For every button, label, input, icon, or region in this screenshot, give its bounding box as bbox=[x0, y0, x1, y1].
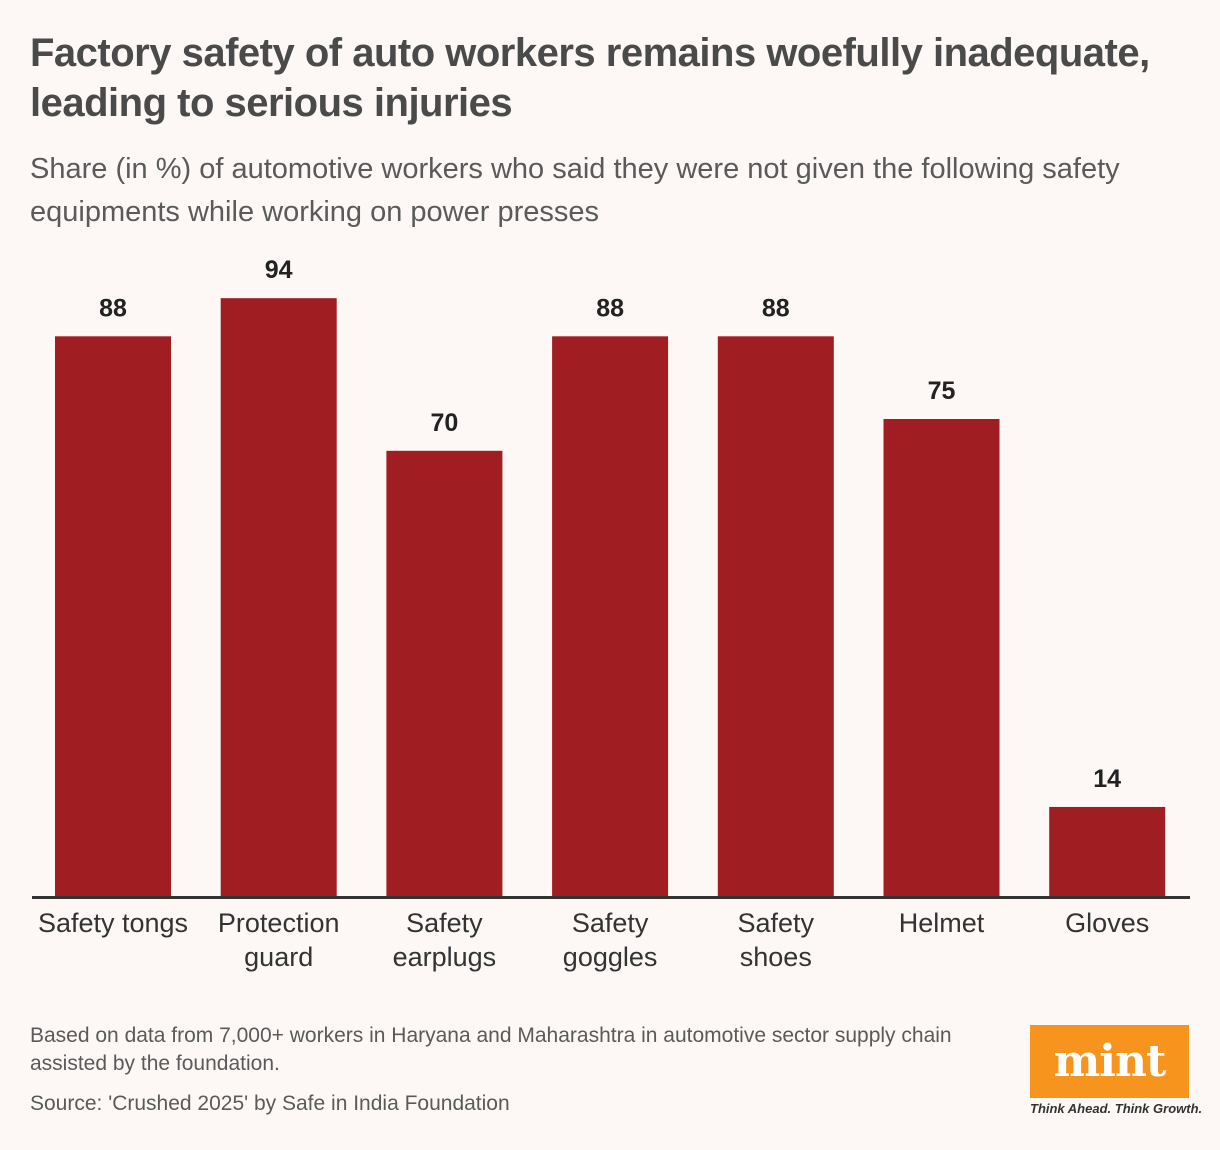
data-label-2: 70 bbox=[430, 409, 458, 437]
category-label-0: Safety tongs bbox=[38, 908, 188, 938]
mint-logo: mint bbox=[1030, 1025, 1189, 1098]
data-label-4: 88 bbox=[762, 294, 790, 322]
data-label-3: 88 bbox=[596, 294, 624, 322]
data-label-5: 75 bbox=[928, 377, 956, 405]
data-label-1: 94 bbox=[265, 256, 293, 284]
chart-title: Factory safety of auto workers remains w… bbox=[30, 31, 1150, 125]
bar-chart: 88 Safety tongs 94 Protection guard 70 Safety e… bbox=[32, 256, 1190, 972]
category-label-5: Helmet bbox=[899, 908, 985, 938]
bar-4 bbox=[717, 336, 834, 896]
bar-1 bbox=[220, 298, 337, 896]
mint-logo-text: mint bbox=[1053, 1036, 1167, 1087]
category-label-3: Safety goggles bbox=[563, 908, 658, 972]
category-label-6: Gloves bbox=[1065, 908, 1149, 938]
brand-tagline: Think Ahead. Think Growth. bbox=[1030, 1101, 1203, 1116]
category-label-1: Protection guard bbox=[218, 908, 340, 972]
category-label-4: Safety shoes bbox=[738, 908, 815, 972]
bar-3 bbox=[552, 336, 669, 896]
chart-subtitle: Share (in %) of automotive workers who s… bbox=[30, 153, 1120, 228]
bar-0 bbox=[55, 336, 171, 896]
source-note: Source: 'Crushed 2025' by Safe in India … bbox=[30, 1092, 510, 1115]
data-label-0: 88 bbox=[99, 294, 127, 322]
category-label-2: Safety earplugs bbox=[393, 908, 497, 972]
footnote: Based on data from 7,000+ workers in Har… bbox=[30, 1024, 952, 1075]
bar-2 bbox=[386, 450, 503, 896]
bar-5 bbox=[883, 419, 1000, 896]
data-label-6: 14 bbox=[1093, 765, 1121, 793]
bar-6 bbox=[1049, 806, 1166, 896]
